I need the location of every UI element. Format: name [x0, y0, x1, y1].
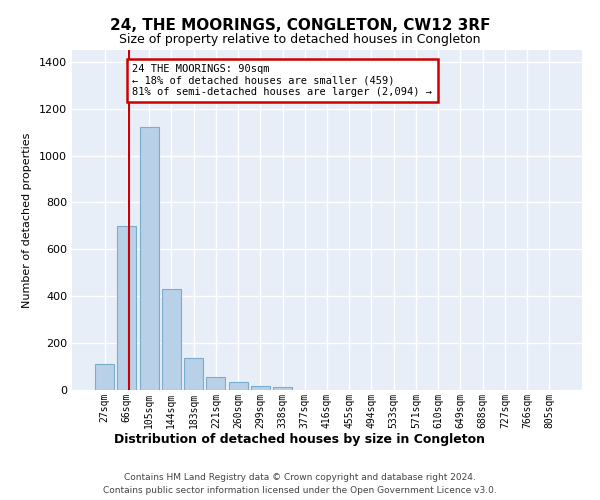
Bar [251, 386, 270, 390]
Y-axis label: Number of detached properties: Number of detached properties [22, 132, 32, 308]
Bar [118, 226, 136, 390]
Bar [95, 364, 114, 390]
Bar [162, 289, 181, 390]
Bar [229, 382, 248, 390]
Text: Contains public sector information licensed under the Open Government Licence v3: Contains public sector information licen… [103, 486, 497, 495]
Bar [273, 387, 292, 390]
Text: 24, THE MOORINGS, CONGLETON, CW12 3RF: 24, THE MOORINGS, CONGLETON, CW12 3RF [110, 18, 490, 32]
Text: Contains HM Land Registry data © Crown copyright and database right 2024.: Contains HM Land Registry data © Crown c… [124, 472, 476, 482]
Bar [140, 128, 158, 390]
Text: Size of property relative to detached houses in Congleton: Size of property relative to detached ho… [119, 32, 481, 46]
Bar [206, 377, 225, 390]
Text: Distribution of detached houses by size in Congleton: Distribution of detached houses by size … [115, 432, 485, 446]
Text: 24 THE MOORINGS: 90sqm
← 18% of detached houses are smaller (459)
81% of semi-de: 24 THE MOORINGS: 90sqm ← 18% of detached… [133, 64, 433, 98]
Bar [184, 358, 203, 390]
